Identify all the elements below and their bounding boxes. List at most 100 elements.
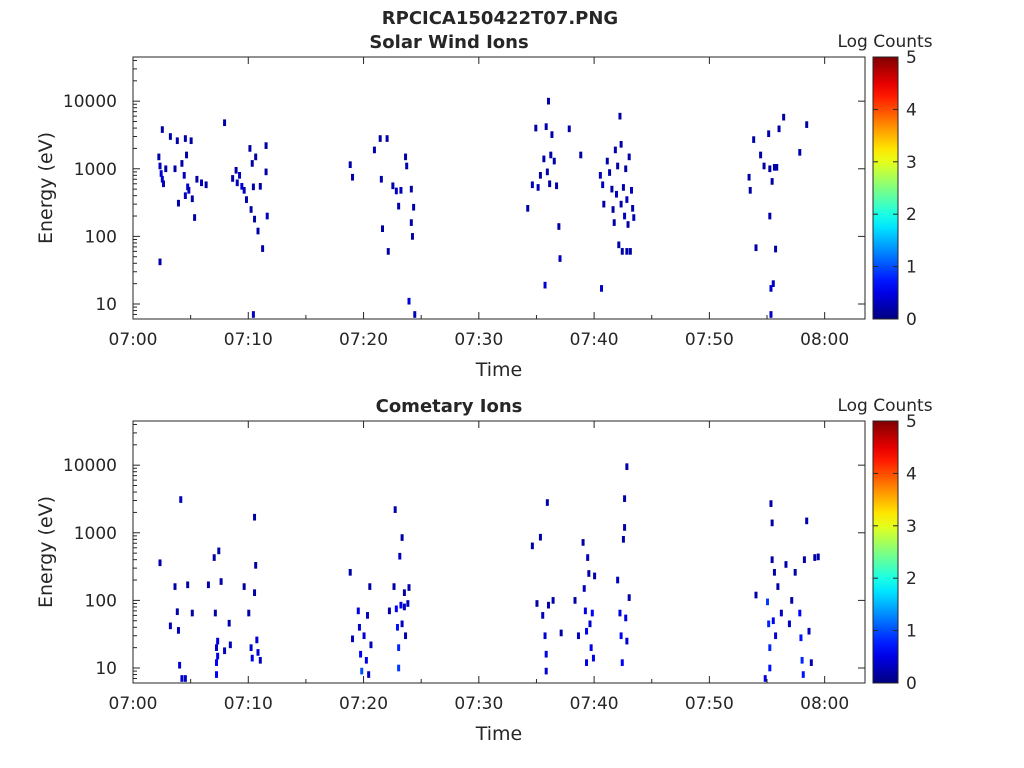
solar-wind-ions-cell-120 <box>768 212 772 220</box>
solar-wind-ions-cell-124 <box>770 178 774 185</box>
cometary-ions-cell-56 <box>400 620 404 628</box>
cometary-ions-cell-91 <box>621 536 625 543</box>
solar-wind-ions-cell-99 <box>619 140 623 148</box>
solar-wind-ions-cell-28 <box>235 179 239 187</box>
solar-wind-ions-cell-2 <box>159 170 163 177</box>
solar-wind-ions-cell-13 <box>182 172 186 179</box>
solar-wind-ions-cell-63 <box>410 233 414 240</box>
solar-wind-ions-cell-96 <box>616 162 620 170</box>
cometary-ions-cell-31 <box>255 636 259 644</box>
solar-wind-ions-cell-33 <box>248 145 252 152</box>
solar-wind-ions-cell-129 <box>777 125 781 133</box>
solar-wind-ions-cell-65 <box>413 311 417 318</box>
solar-wind-ions-cell-37 <box>253 215 257 223</box>
cometary-ions-cell-115 <box>793 569 797 576</box>
cometary-ions-cell-84 <box>590 609 594 617</box>
solar-wind-ions-cell-115 <box>752 136 756 143</box>
solar-wind-ions-cell-8 <box>168 133 172 140</box>
cometary-ions-cell-65 <box>541 612 545 619</box>
solar-wind-ions-cell-25 <box>223 119 227 127</box>
solar-wind-ions-cell-1 <box>158 162 162 170</box>
solar-wind-ions-cell-5 <box>161 180 165 188</box>
cometary-ions-cell-62 <box>530 542 534 550</box>
cometary-ions-cell-76 <box>582 585 586 592</box>
solar-wind-ions-cell-71 <box>542 155 546 163</box>
solar-wind-ions-cell-110 <box>629 187 633 194</box>
solar-wind-ions-cell-75 <box>546 97 550 105</box>
solar-wind-ions-cell-102 <box>621 184 625 191</box>
cometary-ions-cell-114 <box>790 597 794 604</box>
cometary-ions-cell-107 <box>771 617 775 625</box>
cometary-ions-cell-81 <box>587 570 591 577</box>
solar-wind-ions-cell-100 <box>619 200 623 208</box>
cometary-ions-cell-36 <box>356 607 360 615</box>
cometary-ions-cell-7 <box>180 675 184 682</box>
solar-wind-ions-cell-15 <box>183 192 187 200</box>
solar-wind-ions-cell-58 <box>404 153 408 161</box>
cometary-ions-cell-4 <box>176 627 180 634</box>
cometary-ions-cell-46 <box>387 607 391 615</box>
cometary-ions-cell-122 <box>807 627 811 635</box>
solar-wind-ions-cell-46 <box>348 161 352 169</box>
cometary-ions-xtick-label: 07:10 <box>224 694 273 714</box>
cometary-ions-ytick-label: 10000 <box>63 456 117 476</box>
solar-wind-ions-cell-70 <box>538 172 542 179</box>
solar-wind-ions-ylabel: Energy (eV) <box>35 132 57 244</box>
cometary-ions-cell-29 <box>253 589 257 597</box>
solar-wind-ions-cell-22 <box>195 175 199 183</box>
solar-wind-ions-cell-90 <box>608 169 612 176</box>
solar-wind-ions-colorbar-tick-label: 3 <box>906 153 917 173</box>
cometary-ions-colorbar-tick-label: 4 <box>906 464 917 484</box>
solar-wind-ions-cell-49 <box>378 135 382 142</box>
cometary-ions-cell-72 <box>559 629 563 637</box>
cometary-ions-ytick-label: 1000 <box>74 524 117 544</box>
cometary-ions-cell-25 <box>247 609 251 617</box>
cometary-ions-cell-94 <box>624 614 628 622</box>
solar-wind-ions-xlabel: Time <box>475 359 523 381</box>
cometary-ions-cell-5 <box>178 661 182 669</box>
solar-wind-ions-cell-35 <box>250 160 254 167</box>
cometary-ions-cell-30 <box>254 562 258 569</box>
cometary-ions-cell-14 <box>214 644 218 651</box>
solar-wind-ions-cell-55 <box>394 187 398 195</box>
solar-wind-ions-cell-117 <box>759 151 763 159</box>
cometary-ions-cell-105 <box>770 519 774 527</box>
cometary-ions-cell-87 <box>616 576 620 584</box>
solar-wind-ions-cell-29 <box>238 172 242 179</box>
solar-wind-ions-cell-69 <box>536 184 540 191</box>
cometary-ions-cell-113 <box>787 620 791 628</box>
cometary-ions-ytick-label: 10 <box>95 659 117 679</box>
cometary-ions-cell-119 <box>801 671 805 678</box>
solar-wind-ions-cell-56 <box>397 202 401 210</box>
solar-wind-ions-cell-0 <box>157 153 161 161</box>
solar-wind-ions-cell-20 <box>190 195 194 203</box>
cometary-ions-cell-52 <box>397 664 401 672</box>
solar-wind-ions-cell-86 <box>600 285 604 292</box>
cometary-ions-cell-120 <box>802 556 806 564</box>
cometary-ions-cell-109 <box>774 632 778 640</box>
solar-wind-ions-cell-59 <box>405 162 409 170</box>
cometary-ions-colorbar-tick-label: 5 <box>906 412 917 432</box>
solar-wind-ions-cell-91 <box>610 185 614 193</box>
solar-wind-ions-cell-42 <box>264 142 268 149</box>
cometary-ions-colorbar <box>872 420 899 684</box>
solar-wind-ions-cell-123 <box>769 311 773 318</box>
cometary-ions-cell-23 <box>228 641 232 649</box>
cometary-ions-cell-74 <box>576 632 580 640</box>
cometary-ions-cell-17 <box>216 637 220 645</box>
cometary-ions-cell-58 <box>402 603 406 611</box>
solar-wind-ions-cell-113 <box>747 173 751 181</box>
solar-wind-ions-cell-34 <box>249 206 253 213</box>
cometary-ions-cell-18 <box>216 652 220 660</box>
solar-wind-ions-cell-47 <box>351 173 355 181</box>
solar-wind-ions-cell-12 <box>180 160 184 167</box>
cometary-ions-ylabel: Energy (eV) <box>35 496 57 608</box>
cometary-ions-cell-12 <box>212 554 216 561</box>
solar-wind-ions-cell-23 <box>200 179 204 187</box>
solar-wind-ions-cell-6 <box>164 165 168 173</box>
solar-wind-ions-cell-73 <box>544 123 548 130</box>
solar-wind-ions-cell-68 <box>534 124 538 132</box>
solar-wind-ions-xtick-label: 07:20 <box>339 330 388 350</box>
cometary-ions-cell-50 <box>395 623 399 631</box>
solar-wind-ions-cell-32 <box>244 196 248 203</box>
